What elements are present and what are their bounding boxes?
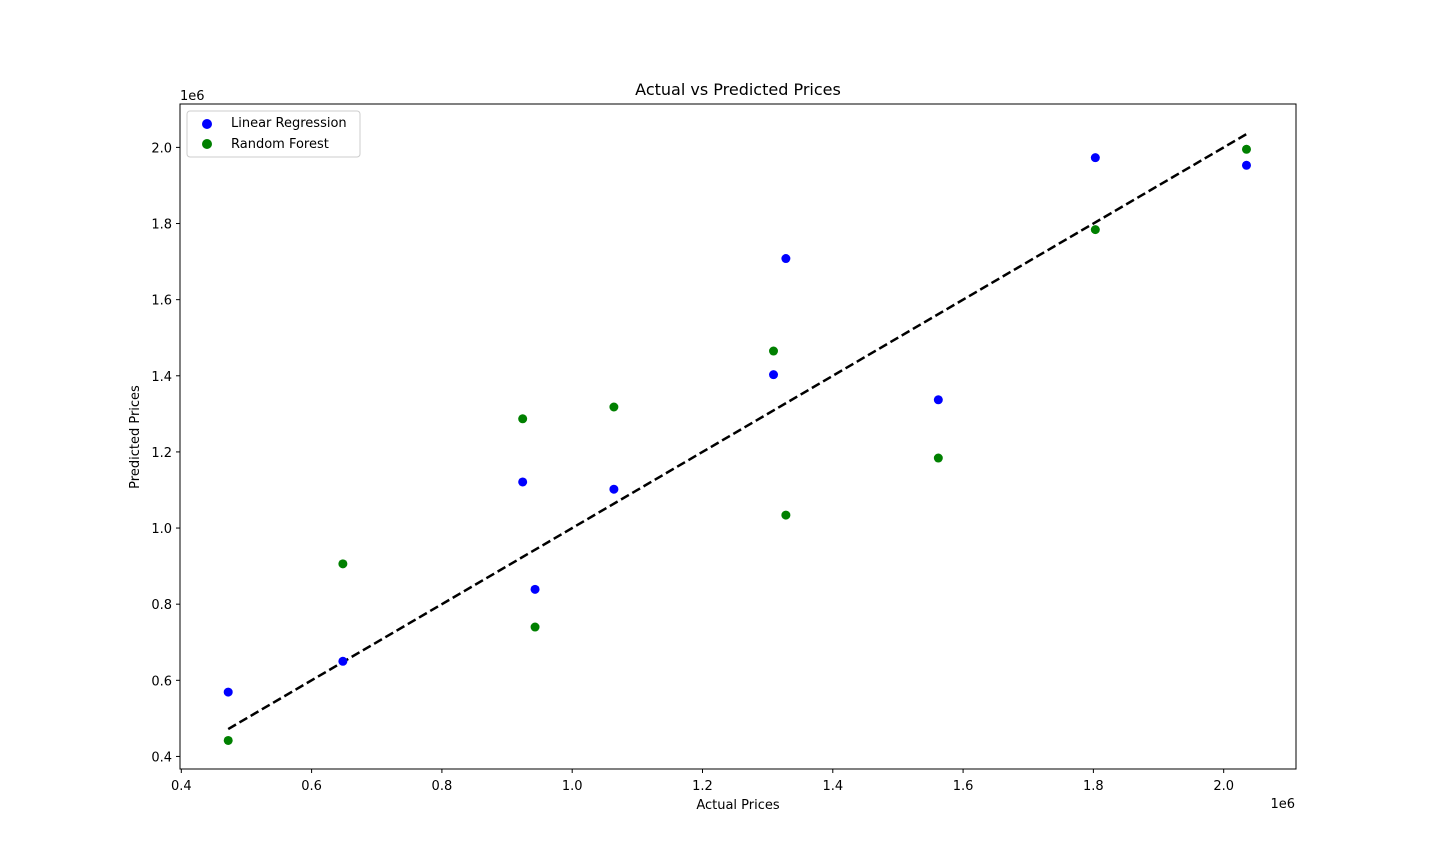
axes-frame xyxy=(179,103,1297,770)
x-tick-label: 0.4 xyxy=(171,779,192,794)
point-linear-regression xyxy=(518,477,528,487)
y-tick-label: 1.8 xyxy=(151,218,172,233)
x-tick-label: 0.8 xyxy=(432,779,453,794)
x-tick-label: 1.6 xyxy=(953,779,974,794)
point-linear-regression xyxy=(933,395,943,405)
point-linear-regression xyxy=(769,370,779,380)
point-random-forest xyxy=(338,559,348,569)
point-random-forest xyxy=(1090,225,1100,235)
point-linear-regression xyxy=(1241,160,1251,170)
plot-area xyxy=(223,132,1251,745)
y-axis-offset-label: 1e6 xyxy=(180,89,205,104)
x-tick-label: 1.2 xyxy=(692,779,713,794)
reference-line xyxy=(227,132,1248,731)
y-tick-label: 1.0 xyxy=(151,522,172,537)
point-random-forest xyxy=(609,402,619,412)
y-tick-label: 0.4 xyxy=(151,750,172,765)
point-linear-regression xyxy=(223,687,233,697)
legend: Linear Regression Random Forest xyxy=(186,110,361,158)
point-linear-regression xyxy=(781,254,791,264)
chart-title: Actual vs Predicted Prices xyxy=(635,80,841,99)
point-random-forest xyxy=(933,453,943,463)
y-axis-label: Predicted Prices xyxy=(128,385,143,489)
y-tick-label: 1.2 xyxy=(151,446,172,461)
x-tick-label: 1.0 xyxy=(562,779,583,794)
point-random-forest xyxy=(530,622,540,632)
y-tick-label: 1.6 xyxy=(151,294,172,309)
legend-marker-linear-regression xyxy=(202,119,212,129)
point-random-forest xyxy=(769,346,779,356)
point-random-forest xyxy=(518,414,528,424)
x-axis-offset-label: 1e6 xyxy=(1270,797,1295,812)
point-linear-regression xyxy=(609,484,619,494)
x-tick-label: 2.0 xyxy=(1213,779,1234,794)
y-tick-label: 0.8 xyxy=(151,598,172,613)
y-tick-label: 1.4 xyxy=(151,370,172,385)
x-tick-label: 1.8 xyxy=(1083,779,1104,794)
legend-marker-random-forest xyxy=(202,139,212,149)
x-axis-label: Actual Prices xyxy=(696,798,780,813)
legend-box xyxy=(186,110,361,158)
x-tick-label: 1.4 xyxy=(822,779,843,794)
legend-label-linear-regression: Linear Regression xyxy=(231,116,347,131)
x-axis-ticks: 0.4 0.6 0.8 1.0 1.2 1.4 1.6 1.8 2.0 xyxy=(171,769,1234,794)
point-linear-regression xyxy=(530,584,540,594)
point-random-forest xyxy=(1241,144,1251,154)
point-linear-regression xyxy=(338,656,348,666)
legend-label-random-forest: Random Forest xyxy=(231,137,329,152)
y-tick-label: 2.0 xyxy=(151,141,172,156)
y-tick-label: 0.6 xyxy=(151,674,172,689)
point-linear-regression xyxy=(1090,153,1100,163)
y-axis-ticks: 0.4 0.6 0.8 1.0 1.2 1.4 1.6 1.8 2.0 xyxy=(151,141,180,765)
point-random-forest xyxy=(223,735,233,745)
point-random-forest xyxy=(781,510,791,520)
x-tick-label: 0.6 xyxy=(301,779,322,794)
